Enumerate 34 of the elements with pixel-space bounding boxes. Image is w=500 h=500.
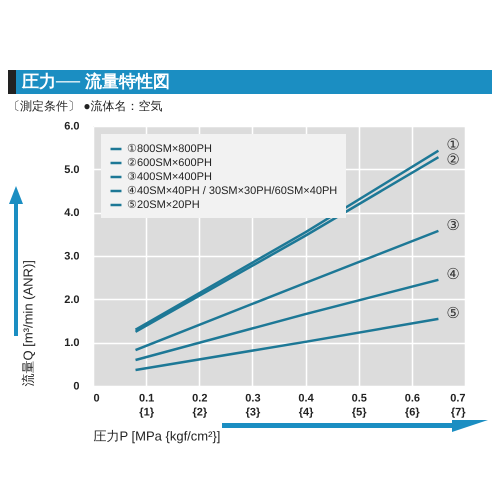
x-tick-label: 0.1 <box>138 392 154 404</box>
legend-label: ①800SM×800PH <box>127 143 212 155</box>
y-tick-label: 2.0 <box>64 294 80 306</box>
x-tick-label: 0.4 <box>298 392 315 404</box>
x2-tick-label: {7} <box>450 406 466 418</box>
legend-label: ②600SM×600PH <box>127 157 212 169</box>
y-tick-label: 1.0 <box>64 337 80 350</box>
x-axis-title: 圧力P [MPa {kgf/cm²}] <box>94 428 220 444</box>
x2-tick-label: {6} <box>405 406 420 418</box>
y-tick-label: 3.0 <box>64 250 80 262</box>
annotation: ③ <box>446 216 460 234</box>
x2-tick-label: {4} <box>298 406 314 418</box>
legend-label: ③400SM×400PH <box>127 171 212 183</box>
legend-label: ⑤20SM×20PH <box>127 199 200 211</box>
y-axis-title: 流量Q [m³/min (ANR)] <box>20 260 36 386</box>
x2-tick-label: {1} <box>139 406 155 418</box>
legend-label: ④40SM×40PH / 30SM×30PH/60SM×40PH <box>127 185 338 197</box>
chart-subtitle: 〔測定条件〕 ●流体名：空気 <box>8 98 163 115</box>
x2-tick-label: {2} <box>192 406 208 418</box>
y-tick-label: 0 <box>73 380 80 392</box>
annotation: ④ <box>446 264 460 283</box>
y-tick-label: 5.0 <box>64 164 80 176</box>
y-tick-label: 6.0 <box>64 120 80 132</box>
y-tick-label: 4.0 <box>64 207 80 220</box>
x-tick-label: 0.6 <box>404 392 420 404</box>
chart-title: 圧力── 流量特性図 <box>8 70 492 94</box>
x-tick-label: 0 <box>94 392 100 404</box>
x-tick-label: 0.3 <box>245 392 261 404</box>
annotation: ⑤ <box>446 304 460 322</box>
x2-tick-label: {3} <box>246 406 261 418</box>
x-tick-label: 0.2 <box>192 392 208 404</box>
x2-tick-label: {5} <box>352 406 368 418</box>
x-tick-label: 0.5 <box>352 392 367 404</box>
x-tick-label: 0.7 <box>450 392 466 404</box>
